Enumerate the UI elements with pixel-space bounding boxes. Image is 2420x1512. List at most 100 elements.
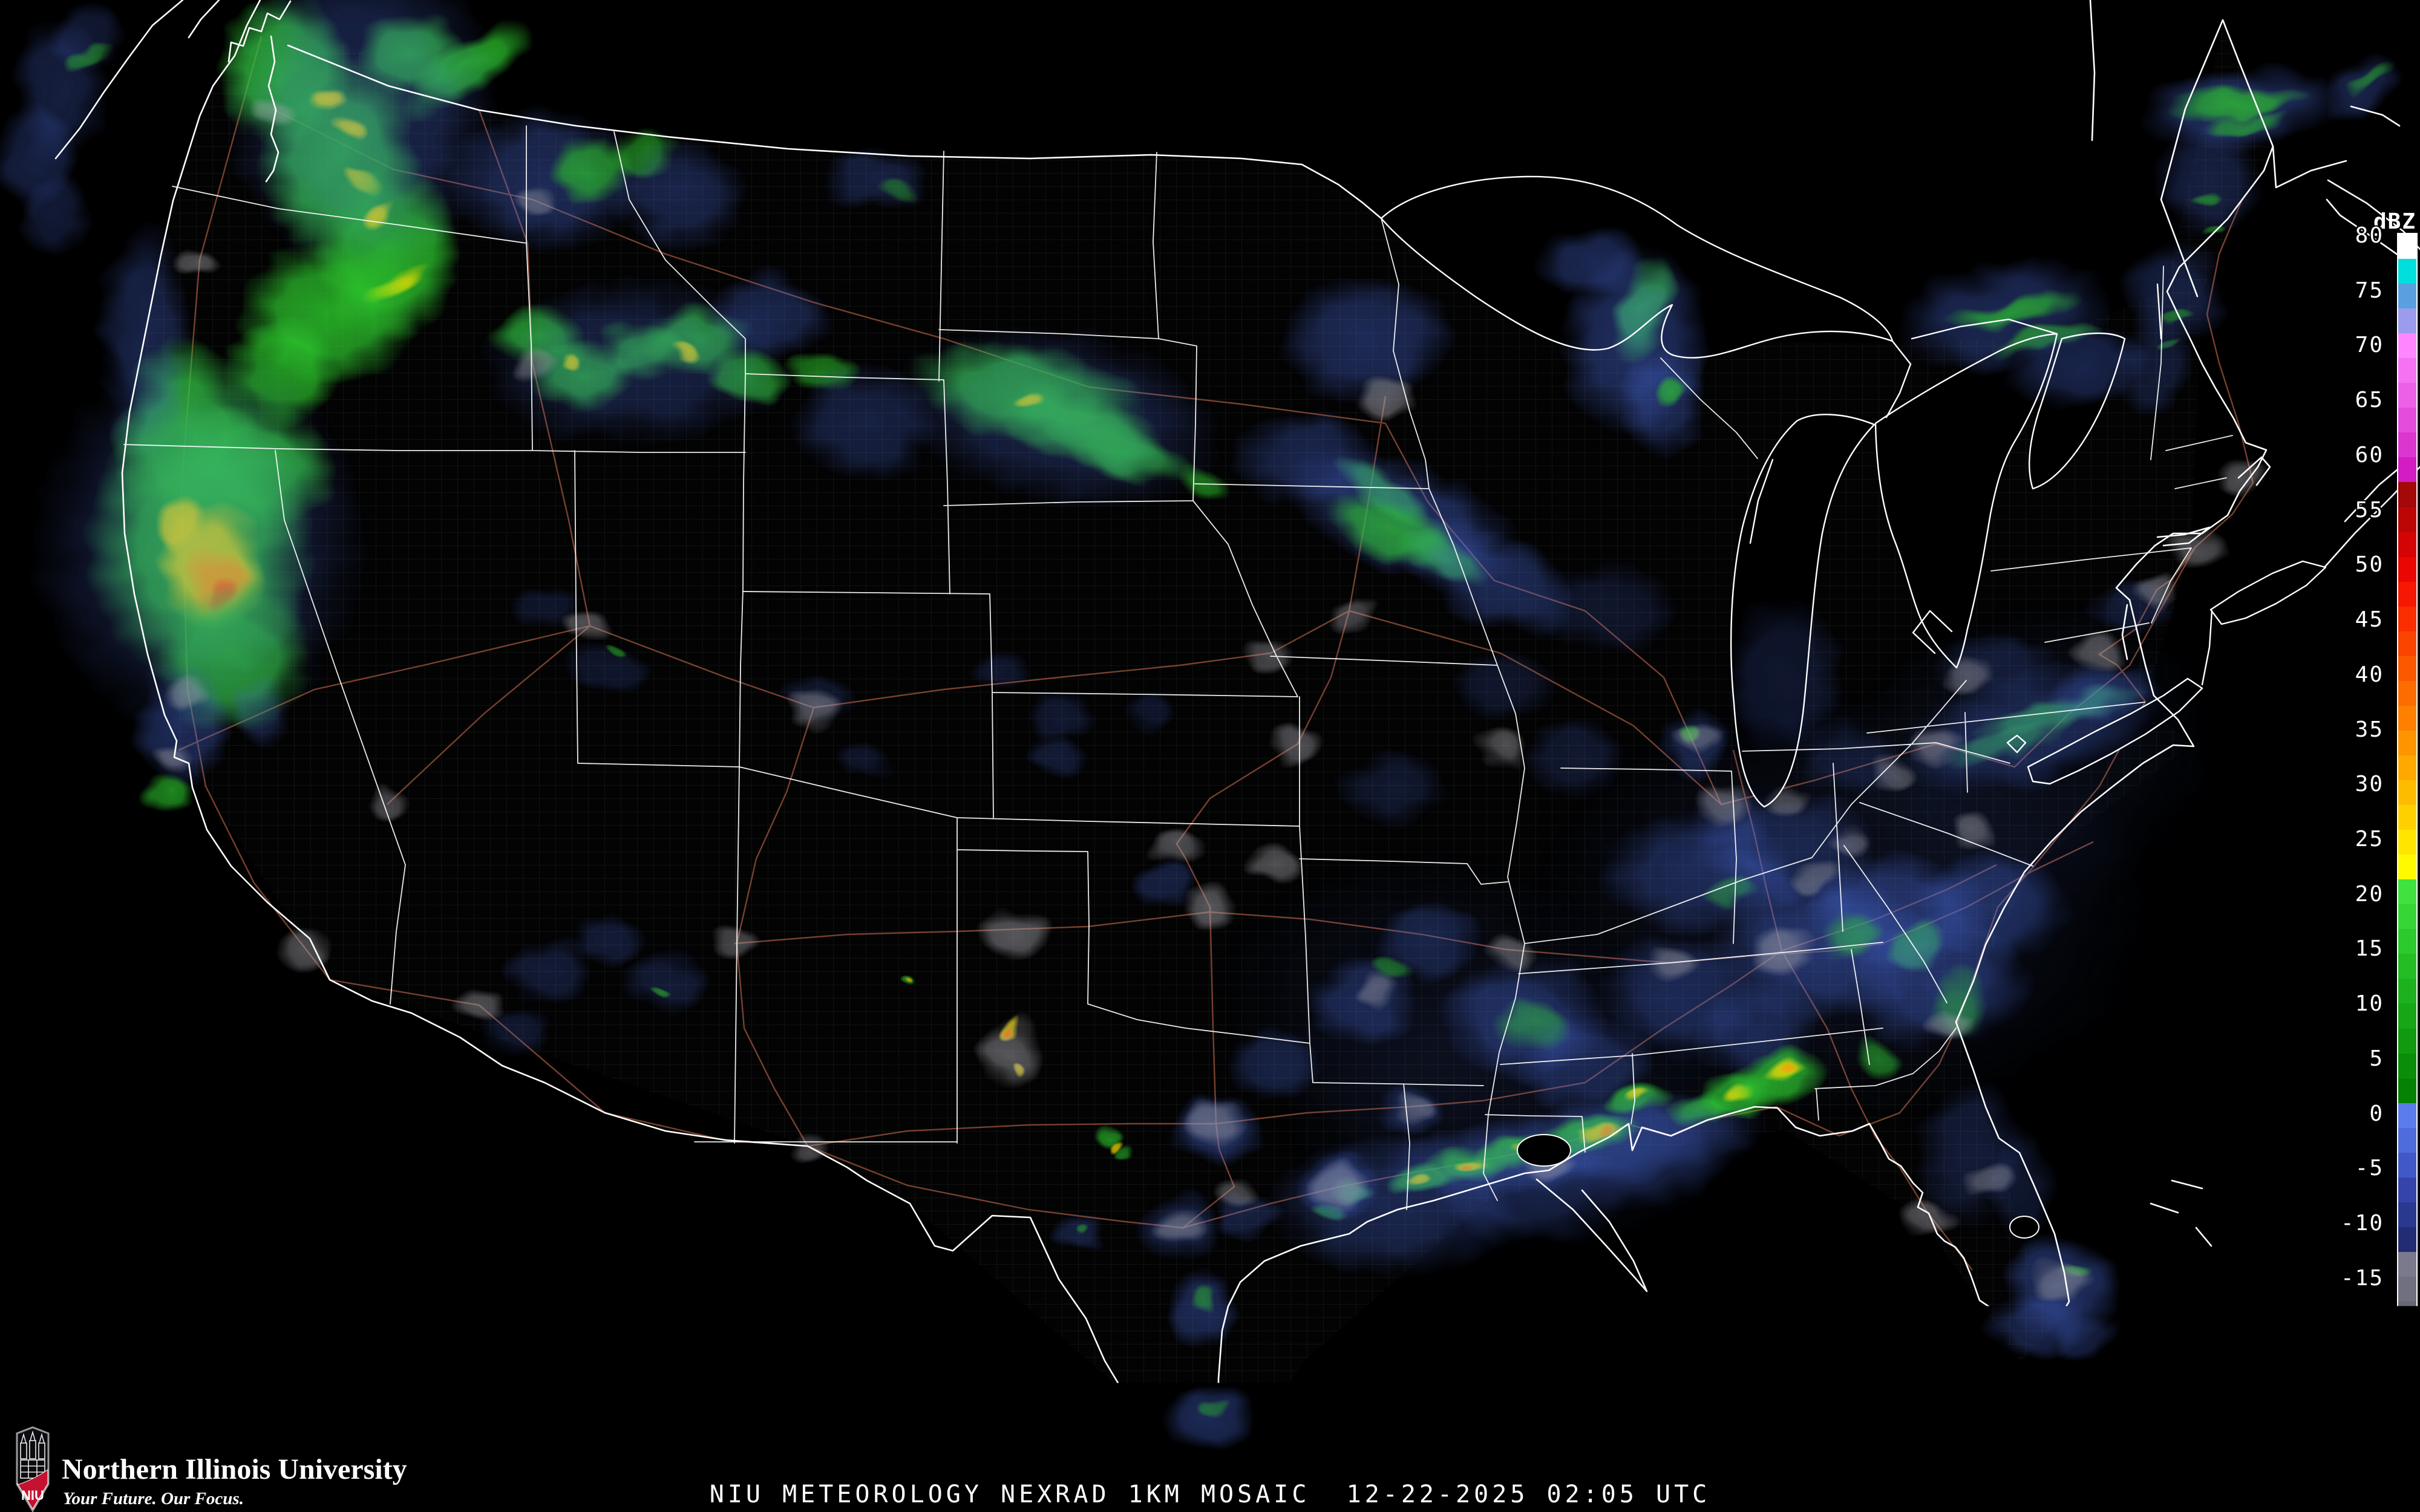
colorbar-segment [2398,1450,2416,1475]
colorbar-segment [2398,1326,2416,1351]
colorbar-tick-label: 25 [2293,829,2384,850]
colorbar-tick-label: 5 [2293,1048,2384,1070]
niu-logo: NIU [13,1426,52,1512]
radar-echo [1671,720,1719,754]
radar-echo [1964,1161,2017,1198]
colorbar-tick-label: -25 [2293,1377,2384,1399]
radar-echo [368,790,412,821]
colorbar-segment [2398,1153,2416,1178]
radar-echo [623,950,714,1016]
colorbar-segment [2398,1252,2416,1277]
radar-echo [1358,977,1404,1009]
lake-okeechobee [2010,1216,2039,1238]
colorbar-tick-label: 45 [2293,609,2384,631]
colorbar-segment [2398,929,2416,954]
colorbar-tick-label: 70 [2293,334,2384,356]
conus-radar-map [0,0,2420,1512]
colorbar-segment [2398,284,2416,308]
nexrad-mosaic-screen: dBZ 80 75 70 65 60 55 50 45 40 35 30 25 20 15 10 5 0 -5 -1… [0,0,2420,1512]
radar-echo [1473,726,1531,767]
radar-echo [177,246,223,277]
radar-echo [569,913,647,968]
colorbar-tick-label: -20 [2293,1323,2384,1344]
radar-echo [1906,725,1964,766]
radar-echo [905,976,914,982]
colorbar-segment [2398,1302,2416,1326]
colorbar-tick-label: 40 [2293,664,2384,686]
radar-echo [224,677,296,750]
colorbar-segment [2398,904,2416,929]
colorbar-segment [2398,1128,2416,1153]
radar-echo [1204,1401,1226,1418]
colorbar-segment [2398,234,2416,259]
colorbar-tick-label: 55 [2293,500,2384,521]
colorbar-segment [2398,631,2416,656]
colorbar-segment [2398,259,2416,284]
radar-echo [1212,1173,1258,1207]
colorbar-tick-label: 65 [2293,389,2384,411]
radar-echo [1193,1284,1217,1314]
radar-echo [1156,1210,1209,1248]
radar-echo [2130,571,2183,608]
university-tagline: Your Future. Our Focus. [63,1489,244,1509]
colorbar-segment [2398,1227,2416,1252]
colorbar-segment [2398,855,2416,879]
radar-echo [829,736,895,782]
radar-echo [708,266,829,363]
colorbar-segment [2398,1029,2416,1054]
colorbar-tick-label: 35 [2293,719,2384,741]
radar-echo [512,353,553,382]
radar-echo [605,139,750,248]
colorbar-segment [2398,656,2416,681]
radar-echo [968,645,1035,691]
radar-echo [1116,1145,1137,1159]
radar-echo [1183,1100,1249,1148]
radar-echo [647,988,666,1002]
radar-echo [1534,559,1679,656]
radar-echo [1025,691,1098,742]
radar-echo [1390,1092,1436,1124]
colorbar-tick-label: 10 [2293,993,2384,1015]
colorbar-segment [2398,1351,2416,1376]
radar-echo [1822,825,1871,859]
university-name: Northern Illinois University [62,1453,407,1486]
colorbar-segment [2398,308,2416,333]
radar-echo [1122,694,1177,733]
radar-echo [1247,847,1300,885]
colorbar-segment [2398,408,2416,432]
radar-echo [21,172,94,257]
colorbar-segment [2398,755,2416,780]
colorbar-segment [2398,805,2416,830]
radar-echo [1944,659,1995,696]
colorbar-tick-label: -5 [2293,1158,2384,1179]
radar-echo [1337,750,1452,829]
radar-echo [454,987,508,1023]
colorbar-segment [2398,954,2416,979]
colorbar-segment [2398,879,2416,904]
radar-echo [1245,637,1293,671]
colorbar-segment [2398,1401,2416,1426]
colorbar-segment [2398,482,2416,507]
radar-echo [564,609,612,643]
radar-echo [1925,1009,1978,1047]
colorbar-segment [2398,1054,2416,1078]
colorbar-segment [2398,1426,2416,1450]
colorbar-segment [2398,1376,2416,1401]
colorbar-tick-label: -30 [2293,1432,2384,1454]
colorbar-segment [2398,557,2416,582]
colorbar-segment [2398,979,2416,1003]
radar-echo [1326,595,1375,629]
radar-echo [1537,224,1646,296]
radar-echo [1354,375,1417,421]
colorbar-segment [2398,383,2416,408]
radar-echo [514,184,557,215]
radar-echo [1310,1165,1370,1208]
radar-echo [1179,885,1241,931]
colorbar-segment [2398,731,2416,755]
radar-echo [1764,781,1815,818]
radar-echo [139,774,194,810]
radar-echo [1865,752,1913,786]
colorbar-segment [2398,607,2416,631]
colorbar-segment [2398,1003,2416,1028]
radar-echo [2111,321,2196,417]
